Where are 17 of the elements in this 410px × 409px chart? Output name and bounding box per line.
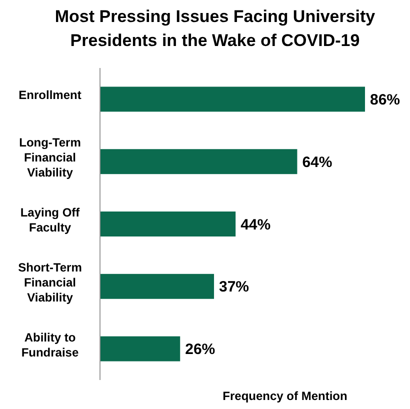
data-label: 86% (370, 91, 400, 108)
y-tick-label: Laying Off Faculty (20, 206, 81, 234)
y-tick-label: Long-Term Financial Viability (19, 136, 81, 180)
x-axis-title: Frequency of Mention (222, 389, 348, 403)
bar (100, 274, 214, 299)
bar (100, 86, 365, 112)
bar (100, 212, 236, 236)
data-label: 44% (240, 216, 271, 234)
y-tick-label: Enrollment (18, 88, 82, 102)
bar (100, 336, 180, 362)
y-tick-label: Ability to Fundraise (21, 330, 79, 360)
y-tick-label: Short-Term Financial Viability (18, 260, 82, 304)
data-label: 37% (219, 278, 250, 296)
data-label: 26% (185, 341, 216, 358)
bar (100, 149, 298, 174)
data-label: 64% (302, 154, 332, 171)
chart-title: Most Pressing Issues Facing University Presidents in the Wake of COVID-19 (54, 7, 376, 50)
